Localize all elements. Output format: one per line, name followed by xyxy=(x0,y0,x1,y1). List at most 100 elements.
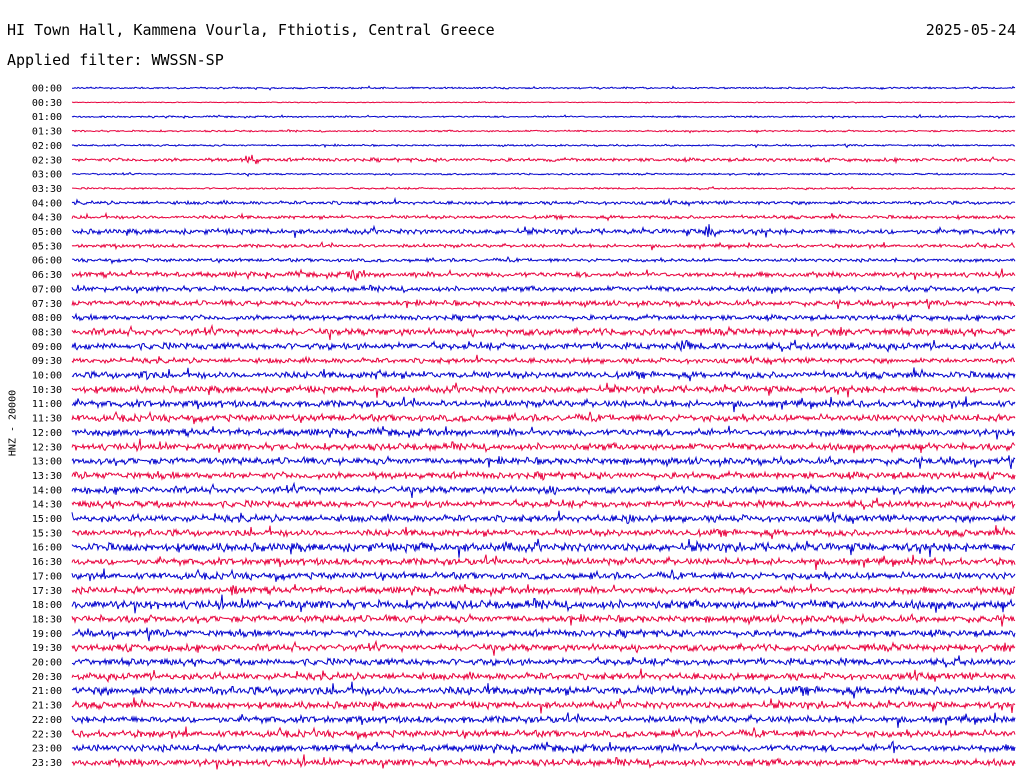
trace-row xyxy=(71,712,1016,728)
trace-row xyxy=(71,396,1016,413)
row-time-label: 14:00 xyxy=(32,485,62,496)
row-time-label: 23:30 xyxy=(32,758,62,769)
row-time-label: 03:30 xyxy=(32,184,62,195)
row-time-label: 22:00 xyxy=(32,715,62,726)
trace-row xyxy=(71,224,1016,238)
filter-label: Applied filter: WWSSN-SP xyxy=(7,51,224,69)
trace-row xyxy=(71,510,1016,525)
trace-row xyxy=(71,171,1016,178)
trace-row xyxy=(71,143,1016,149)
record-date: 2025-05-24 xyxy=(925,21,1016,39)
row-time-label: 10:30 xyxy=(32,385,62,396)
row-time-label: 00:30 xyxy=(32,98,62,109)
row-time-label: 05:00 xyxy=(32,227,62,238)
row-time-label: 17:30 xyxy=(32,586,62,597)
row-time-label: 13:00 xyxy=(32,457,62,468)
row-time-label: 12:00 xyxy=(32,428,62,439)
trace-row xyxy=(71,425,1016,440)
row-time-label: 07:00 xyxy=(32,284,62,295)
trace-row xyxy=(71,85,1016,91)
trace-row xyxy=(71,583,1016,598)
row-time-label: 04:00 xyxy=(32,198,62,209)
row-time-label: 20:00 xyxy=(32,658,62,669)
trace-row xyxy=(71,113,1016,120)
trace-row xyxy=(71,497,1016,511)
trace-row xyxy=(71,154,1016,165)
trace-row xyxy=(71,312,1016,323)
trace-row xyxy=(71,697,1016,714)
station-title: HI Town Hall, Kammena Vourla, Fthiotis, … xyxy=(7,21,495,39)
trace-row xyxy=(71,354,1015,366)
trace-row xyxy=(71,726,1016,740)
trace-row xyxy=(71,554,1016,571)
row-time-label: 06:30 xyxy=(32,270,62,281)
row-time-label: 09:00 xyxy=(32,342,62,353)
row-time-label: 21:30 xyxy=(32,701,62,712)
trace-row xyxy=(71,754,1016,770)
trace-row xyxy=(71,255,1016,265)
row-time-label: 16:00 xyxy=(32,543,62,554)
trace-row xyxy=(71,101,1016,104)
row-time-label: 06:00 xyxy=(32,256,62,267)
trace-row xyxy=(71,594,1016,614)
trace-row xyxy=(71,740,1016,754)
row-time-label: 05:30 xyxy=(32,241,62,252)
row-time-label: 15:30 xyxy=(32,528,62,539)
row-time-label: 00:00 xyxy=(32,84,62,95)
trace-row xyxy=(71,668,1016,684)
row-time-label: 08:00 xyxy=(32,313,62,324)
trace-row xyxy=(71,241,1016,251)
trace-row xyxy=(71,639,1016,656)
trace-row xyxy=(71,268,1016,282)
row-time-label: 08:30 xyxy=(32,327,62,338)
trace-row xyxy=(71,438,1016,454)
row-time-label: 02:30 xyxy=(32,155,62,166)
row-time-label: 22:30 xyxy=(32,729,62,740)
trace-row xyxy=(71,298,1016,310)
row-time-label: 19:00 xyxy=(32,629,62,640)
row-time-label: 07:30 xyxy=(32,299,62,310)
trace-row xyxy=(71,129,1016,134)
trace-row xyxy=(71,481,1016,498)
trace-row xyxy=(71,323,1016,341)
trace-row xyxy=(71,655,1016,668)
row-time-label: 23:00 xyxy=(32,744,62,755)
row-time-label: 13:30 xyxy=(32,471,62,482)
row-time-label: 10:00 xyxy=(32,371,62,382)
trace-row xyxy=(71,211,1016,222)
row-time-label: 19:30 xyxy=(32,643,62,654)
row-time-label: 18:30 xyxy=(32,614,62,625)
trace-row xyxy=(72,185,1016,191)
trace-row xyxy=(71,681,1016,699)
trace-row xyxy=(71,410,1016,425)
row-time-label: 21:00 xyxy=(32,686,62,697)
trace-row xyxy=(71,367,1016,382)
row-time-label: 17:00 xyxy=(32,571,62,582)
row-time-label: 15:00 xyxy=(32,514,62,525)
row-time-label: 09:30 xyxy=(32,356,62,367)
row-time-label: 18:00 xyxy=(32,600,62,611)
trace-row xyxy=(71,525,1016,540)
trace-row xyxy=(71,382,1016,398)
row-time-label: 12:30 xyxy=(32,442,62,453)
trace-row xyxy=(71,612,1016,627)
trace-row xyxy=(71,339,1016,353)
row-time-label: 14:30 xyxy=(32,500,62,511)
row-time-label: 11:30 xyxy=(32,414,62,425)
trace-row xyxy=(71,284,1016,295)
row-time-label: 01:30 xyxy=(32,127,62,138)
row-time-label: 11:00 xyxy=(32,399,62,410)
trace-row xyxy=(71,469,1016,482)
trace-row xyxy=(71,454,1016,470)
trace-row xyxy=(71,627,1016,642)
row-time-label: 20:30 xyxy=(32,672,62,683)
row-time-label: 16:30 xyxy=(32,557,62,568)
row-time-label: 01:00 xyxy=(32,112,62,123)
trace-row xyxy=(71,538,1016,558)
trace-row xyxy=(71,196,1016,207)
row-time-label: 03:00 xyxy=(32,170,62,181)
row-time-label: 04:30 xyxy=(32,213,62,224)
trace-row xyxy=(71,568,1016,582)
row-time-label: 02:00 xyxy=(32,141,62,152)
